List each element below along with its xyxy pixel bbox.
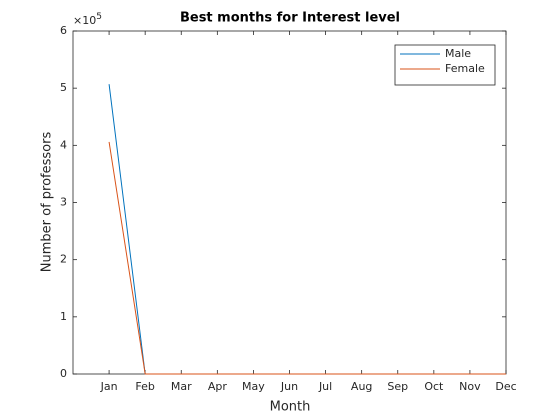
x-tick-label: Sep <box>387 380 408 393</box>
y-tick-label: 3 <box>60 196 67 209</box>
y-tick-label: 1 <box>60 310 67 323</box>
y-tick-label: 6 <box>60 24 67 37</box>
plot-area <box>72 30 507 375</box>
legend-box <box>394 44 496 86</box>
x-axis-label: Month <box>270 400 311 415</box>
y-axis-label: Number of professors <box>40 132 55 273</box>
x-tick-label: Apr <box>208 380 228 393</box>
chart-title: Best months for Interest level <box>180 11 400 26</box>
x-tick-label: Jul <box>318 380 332 393</box>
y-multiplier-base: ×10 <box>73 14 96 27</box>
x-tick-label: Jan <box>100 380 118 393</box>
y-tick-label: 4 <box>60 138 67 151</box>
x-tick-label: Nov <box>459 380 481 393</box>
legend-label: Female <box>445 62 485 75</box>
x-tick-label: May <box>242 380 265 393</box>
y-tick-label: 5 <box>60 81 67 94</box>
legend-label: Male <box>445 47 471 60</box>
y-multiplier: ×105 <box>73 12 102 28</box>
x-tick-label: Feb <box>135 380 154 393</box>
x-tick-label: Aug <box>351 380 372 393</box>
y-tick-label: 2 <box>60 253 67 266</box>
x-tick-label: Oct <box>424 380 444 393</box>
line-series <box>108 141 506 375</box>
y-multiplier-exponent: 5 <box>96 12 102 22</box>
y-tick-label: 0 <box>60 367 67 380</box>
x-tick-label: Jun <box>280 380 298 393</box>
x-tick-label: Mar <box>171 380 192 393</box>
x-tick-label: Dec <box>495 380 516 393</box>
